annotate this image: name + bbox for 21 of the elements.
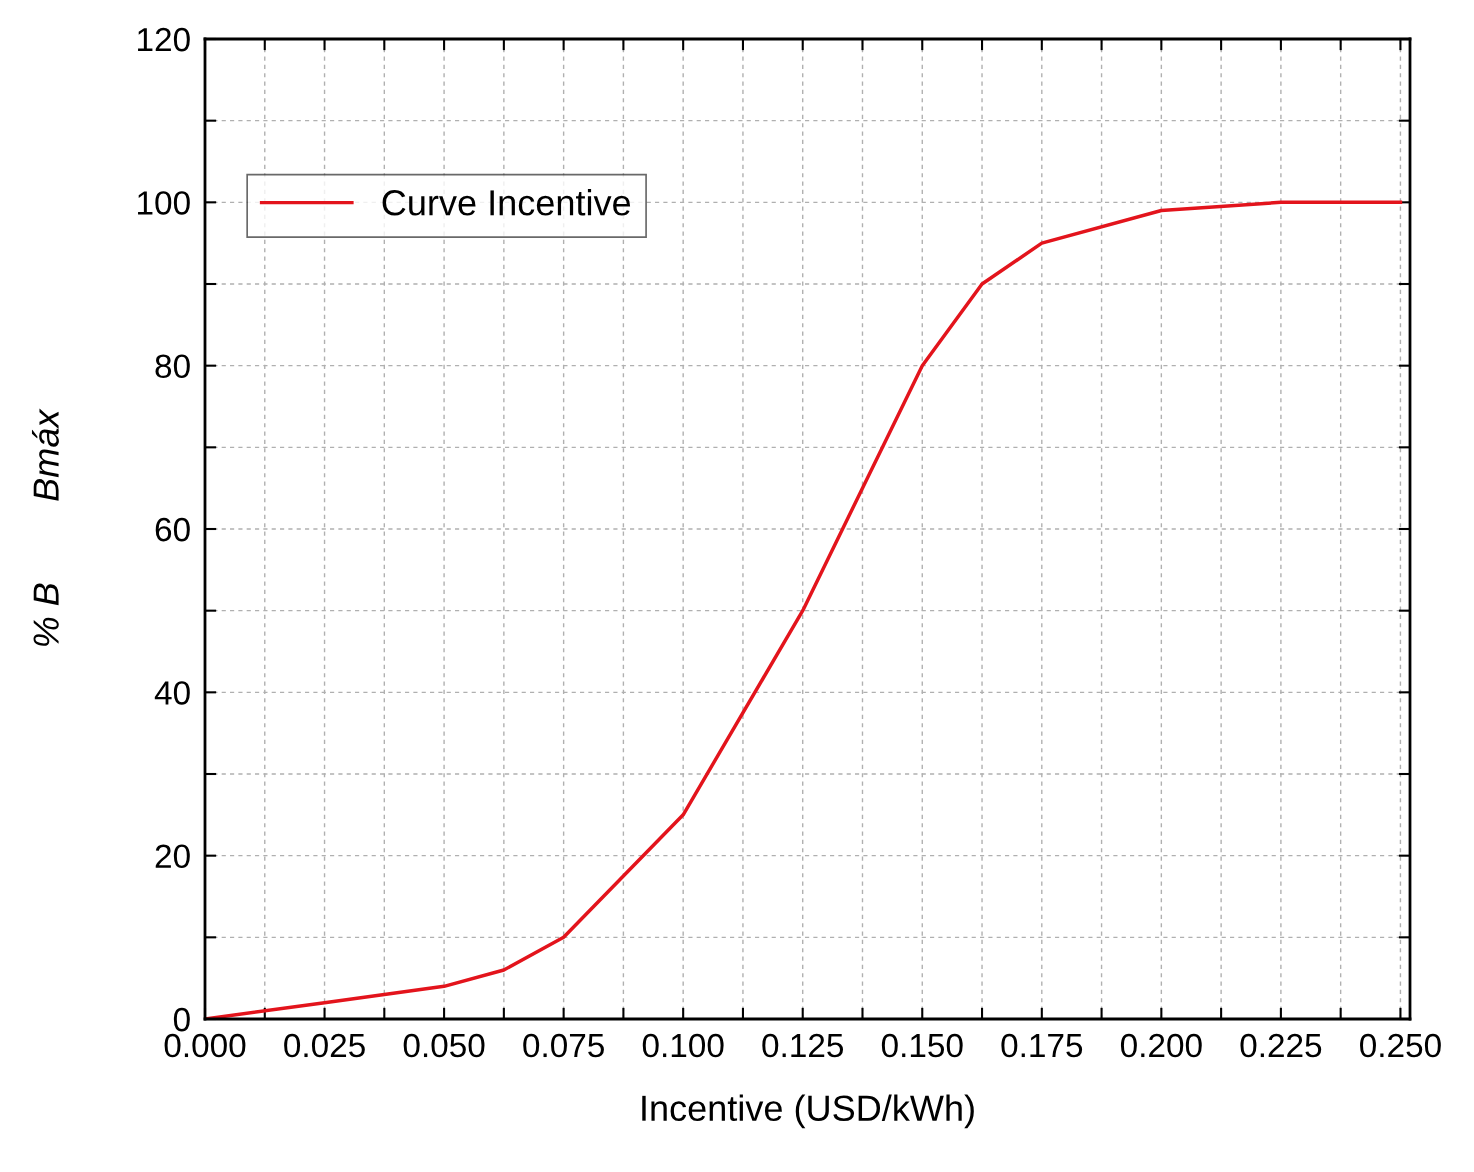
y-tick-label: 80 <box>155 354 190 379</box>
x-tick-label: 0.075 <box>523 1033 604 1058</box>
x-tick-label: 0.200 <box>1120 1033 1202 1058</box>
x-tick-label: 0.050 <box>403 1033 485 1058</box>
x-tick-label: 0.225 <box>1240 1033 1322 1058</box>
y-tick-label: 60 <box>155 517 190 542</box>
x-tick-label: 0.125 <box>762 1033 844 1058</box>
y-tick-label: 0 <box>173 1007 190 1032</box>
x-tick-label: 0.250 <box>1360 1033 1441 1058</box>
x-tick-label: 0.100 <box>642 1033 724 1058</box>
x-tick-label: 0.175 <box>1001 1033 1083 1058</box>
x-axis-title: Incentive (USD/kWh) <box>642 1094 974 1129</box>
x-tick-label: 0.150 <box>881 1033 963 1058</box>
y-axis-title: % B Bmáx <box>31 408 59 646</box>
x-tick-label: 0.000 <box>164 1033 246 1058</box>
y-tick-label: 120 <box>138 27 190 52</box>
y-tick-label: 100 <box>138 191 190 215</box>
x-tick-label: 0.025 <box>284 1033 365 1058</box>
y-tick-label: 40 <box>154 681 190 705</box>
y-tick-label: 20 <box>155 844 190 869</box>
legend-label: Curve Incentive <box>382 189 631 216</box>
